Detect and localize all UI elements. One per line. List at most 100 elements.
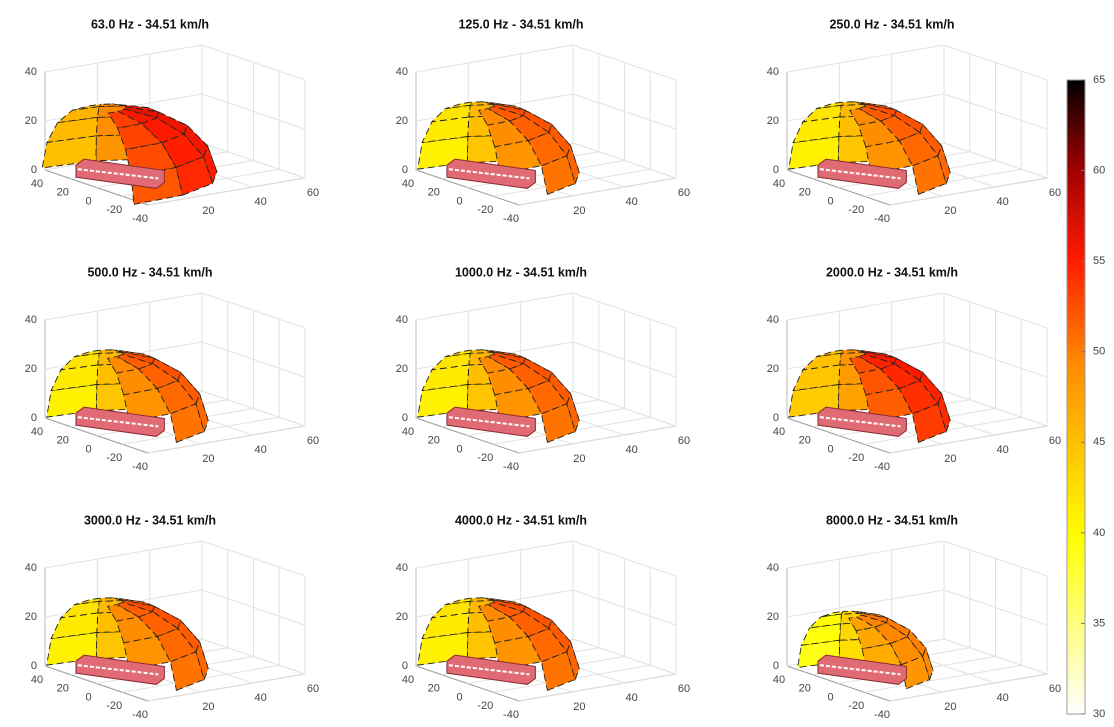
vehicle-detail xyxy=(77,416,159,428)
grid-line xyxy=(415,44,574,73)
x-tick-label: 20 xyxy=(573,453,585,465)
y-tick-label: 0 xyxy=(456,195,462,207)
y-tick-label: 40 xyxy=(402,674,414,686)
z-tick-label: 20 xyxy=(767,115,779,127)
z-tick-label: 40 xyxy=(396,314,408,326)
vehicle-detail xyxy=(77,664,159,676)
grid-line xyxy=(572,638,677,675)
surface-patch xyxy=(123,636,172,671)
grid-line xyxy=(786,44,945,73)
y-tick-label: -40 xyxy=(874,709,890,721)
y-tick-label: 20 xyxy=(57,683,69,695)
grid-line xyxy=(44,44,203,73)
x-tick-label: 40 xyxy=(997,196,1009,208)
z-tick-label: 0 xyxy=(402,164,408,176)
surface-patch xyxy=(860,612,889,624)
z-tick-label: 0 xyxy=(773,412,779,424)
surface-patch xyxy=(72,103,102,111)
subplot: 500.0 Hz - 34.51 km/h 0 20 40 40 20 0 -20 -40 20 4… xyxy=(25,265,319,473)
y-tick-label: 40 xyxy=(773,426,785,438)
y-tick-label: -20 xyxy=(848,204,864,216)
y-tick-label: -40 xyxy=(132,461,148,473)
y-tick-label: -40 xyxy=(132,213,148,225)
colorbar-tick-label: 30 xyxy=(1093,708,1105,720)
grid-line xyxy=(786,589,945,618)
y-tick-label: 20 xyxy=(428,187,440,199)
z-tick-label: 40 xyxy=(767,66,779,78)
colorbar-tick-label: 40 xyxy=(1093,527,1105,539)
vehicle-detail xyxy=(448,168,530,180)
y-tick-label: 20 xyxy=(799,435,811,447)
subplot-title: 1000.0 Hz - 34.51 km/h xyxy=(455,265,587,279)
z-tick-label: 20 xyxy=(767,611,779,623)
y-tick-label: 0 xyxy=(456,443,462,455)
grid-line xyxy=(572,142,677,179)
y-tick-label: 40 xyxy=(402,178,414,190)
surface-patch xyxy=(137,363,179,390)
surface-patch xyxy=(865,140,914,175)
grid-line xyxy=(147,425,306,454)
y-tick-label: 0 xyxy=(85,195,91,207)
grid-line xyxy=(943,142,1048,179)
surface-patch xyxy=(855,626,892,650)
subplot-title: 500.0 Hz - 34.51 km/h xyxy=(87,265,212,279)
subplot: 125.0 Hz - 34.51 km/h 0 20 40 40 20 0 -20 -40 20 4… xyxy=(396,17,690,225)
surface-patch xyxy=(97,103,127,108)
y-tick-label: -40 xyxy=(874,213,890,225)
subplot-title: 4000.0 Hz - 34.51 km/h xyxy=(455,513,587,527)
y-tick-label: 40 xyxy=(773,178,785,190)
grid-line xyxy=(943,390,1048,427)
grid-line xyxy=(518,673,677,702)
colorbar-tick-label: 50 xyxy=(1093,346,1105,358)
subplot: 63.0 Hz - 34.51 km/h 0 20 40 40 20 0 -20 -40 20 40… xyxy=(25,17,319,225)
z-tick-label: 20 xyxy=(25,363,37,375)
surface-patch xyxy=(445,349,473,357)
z-tick-label: 0 xyxy=(31,412,37,424)
grid-line xyxy=(147,673,306,702)
grid-line xyxy=(518,177,677,206)
surface-patch xyxy=(123,388,172,423)
y-tick-label: -40 xyxy=(503,709,519,721)
z-tick-label: 0 xyxy=(31,164,37,176)
colorbar-tick-label: 65 xyxy=(1093,74,1105,86)
z-tick-label: 40 xyxy=(25,314,37,326)
grid-line xyxy=(943,638,1048,675)
vehicle-detail xyxy=(77,168,159,180)
z-tick-label: 40 xyxy=(25,66,37,78)
z-tick-label: 0 xyxy=(402,412,408,424)
y-tick-label: 20 xyxy=(799,683,811,695)
y-tick-label: 40 xyxy=(31,426,43,438)
surface-patch xyxy=(816,101,844,109)
vehicle-detail xyxy=(448,416,530,428)
colorbar-tick-label: 60 xyxy=(1093,164,1105,176)
vehicle-detail xyxy=(819,416,901,428)
surface-patch xyxy=(74,349,102,357)
z-tick-label: 20 xyxy=(25,611,37,623)
y-tick-label: -20 xyxy=(477,700,493,712)
x-tick-label: 60 xyxy=(678,187,690,199)
surface-patch xyxy=(117,108,158,125)
vehicle-detail xyxy=(448,664,530,676)
grid-line xyxy=(44,292,203,321)
x-tick-label: 20 xyxy=(573,205,585,217)
z-tick-label: 20 xyxy=(767,363,779,375)
x-tick-label: 20 xyxy=(202,205,214,217)
subplot: 250.0 Hz - 34.51 km/h 0 20 40 40 20 0 -20 -40 20 4… xyxy=(767,17,1061,225)
grid-line xyxy=(201,142,306,179)
z-tick-label: 40 xyxy=(767,562,779,574)
grid-line xyxy=(786,292,945,321)
grid-line xyxy=(889,425,1048,454)
x-tick-label: 60 xyxy=(1049,683,1061,695)
y-tick-label: -20 xyxy=(477,452,493,464)
y-tick-label: -20 xyxy=(106,452,122,464)
surface-patch xyxy=(445,101,473,109)
x-tick-label: 20 xyxy=(944,701,956,713)
surface-patch xyxy=(123,106,160,119)
surface-patch xyxy=(137,611,179,638)
y-tick-label: 0 xyxy=(827,195,833,207)
y-tick-label: -20 xyxy=(106,700,122,712)
x-tick-label: 40 xyxy=(626,444,638,456)
surface-patch xyxy=(494,140,543,175)
z-tick-label: 40 xyxy=(25,562,37,574)
x-tick-label: 40 xyxy=(626,692,638,704)
